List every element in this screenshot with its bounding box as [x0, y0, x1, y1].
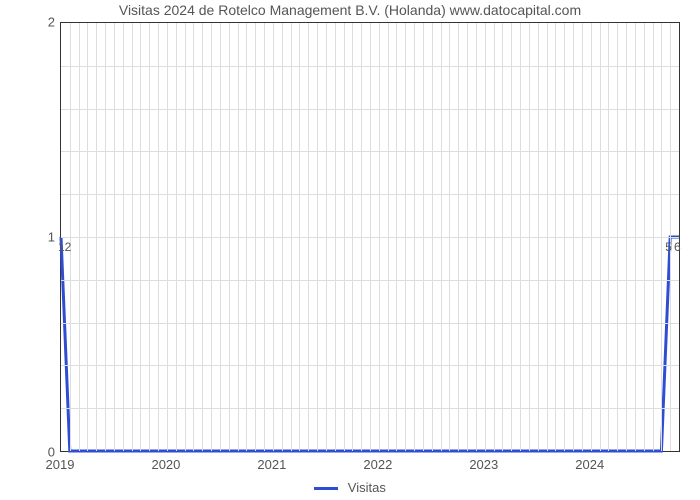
gridline-horizontal [61, 237, 679, 238]
x-axis-label: 2022 [363, 457, 392, 472]
gridline-horizontal [61, 408, 679, 409]
gridline-horizontal [61, 66, 679, 67]
data-point-label: 12 [58, 240, 71, 254]
data-point-label: 6 [674, 240, 681, 254]
x-axis-label: 2020 [151, 457, 180, 472]
gridline-horizontal [61, 109, 679, 110]
y-axis-label: 1 [15, 230, 55, 245]
gridline-horizontal [61, 194, 679, 195]
chart-title: Visitas 2024 de Rotelco Management B.V. … [0, 2, 700, 18]
legend-swatch [314, 487, 338, 490]
gridline-horizontal [61, 151, 679, 152]
gridline-horizontal [61, 280, 679, 281]
x-axis-label: 2019 [46, 457, 75, 472]
gridline-horizontal [61, 323, 679, 324]
plot-area [60, 22, 680, 452]
gridline-horizontal [61, 365, 679, 366]
y-axis-label: 2 [15, 15, 55, 30]
legend-label: Visitas [348, 480, 386, 495]
data-point-label: 5 [665, 240, 672, 254]
legend: Visitas [0, 480, 700, 495]
x-axis-label: 2021 [257, 457, 286, 472]
x-axis-label: 2023 [469, 457, 498, 472]
x-axis-label: 2024 [575, 457, 604, 472]
